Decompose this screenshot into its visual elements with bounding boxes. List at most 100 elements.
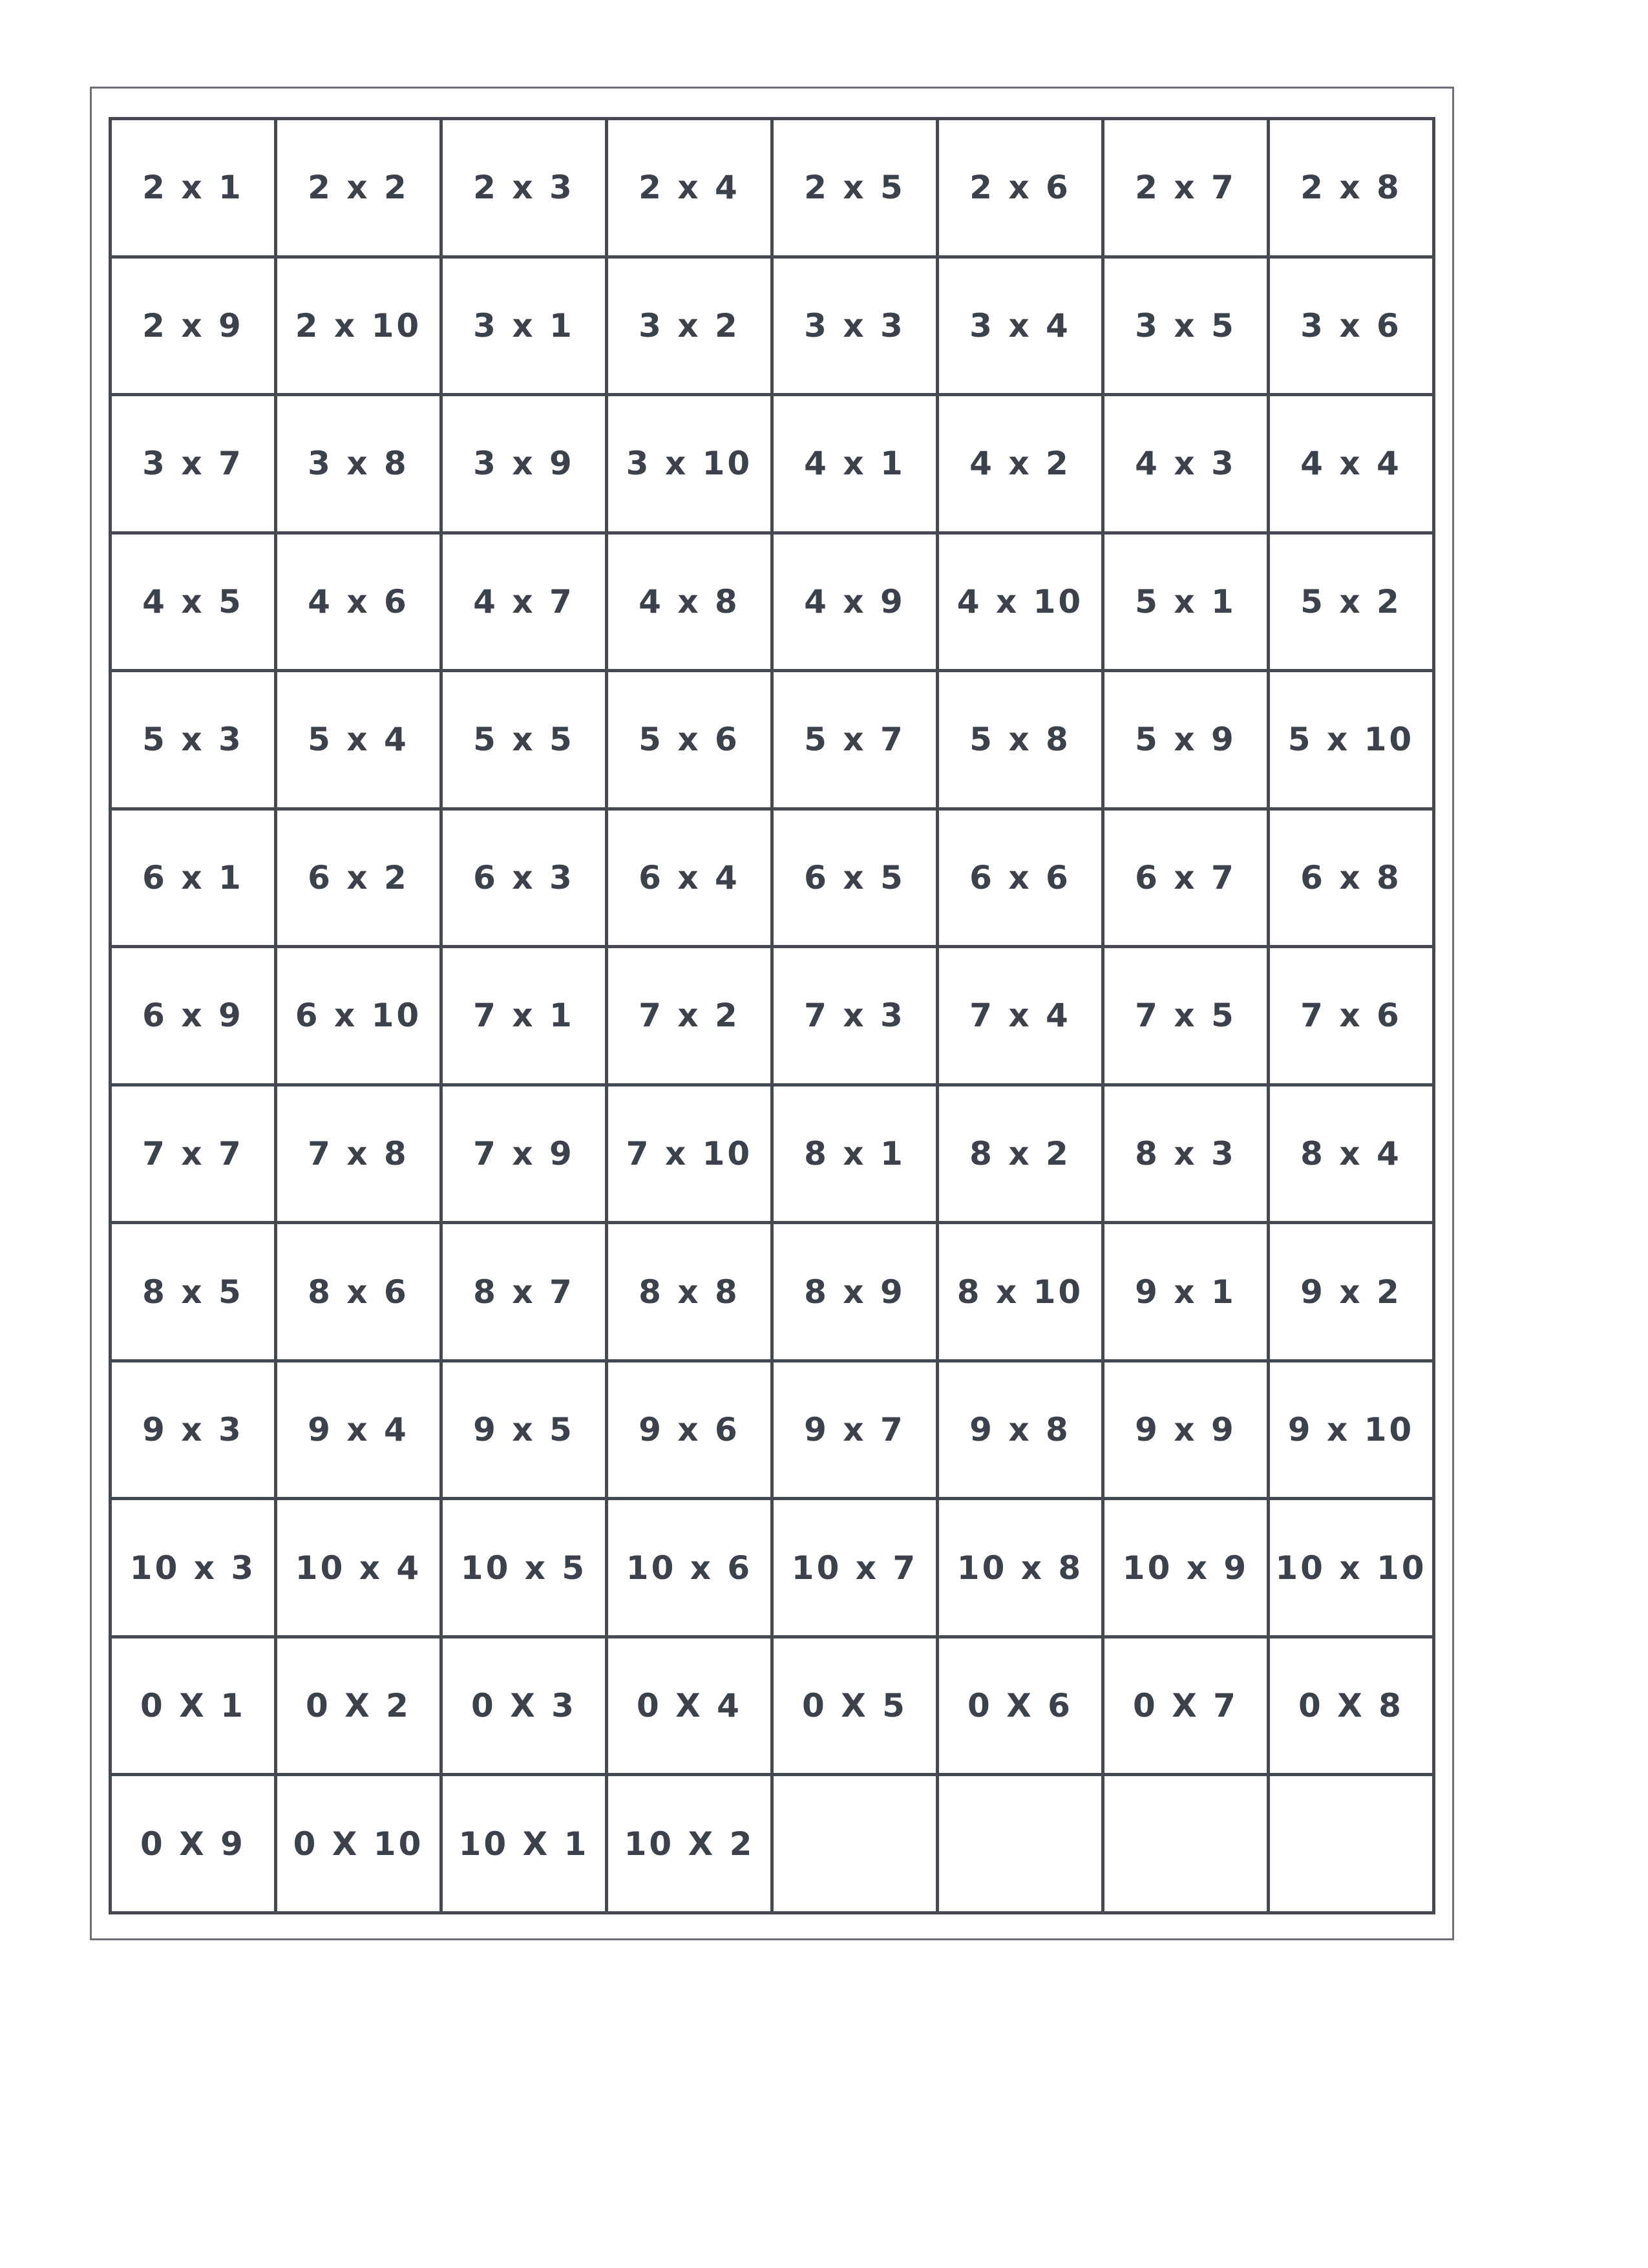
fact-cell: 0 X 7 bbox=[1101, 1635, 1270, 1777]
fact-cell: 5 x 9 bbox=[1101, 669, 1270, 811]
page-border-frame bbox=[90, 87, 1454, 1940]
fact-cell: 0 X 9 bbox=[109, 1773, 277, 1914]
fact-cell: 0 X 8 bbox=[1267, 1635, 1435, 1777]
fact-cell: 7 x 5 bbox=[1101, 945, 1270, 1086]
fact-cell: 9 x 3 bbox=[109, 1359, 277, 1501]
fact-cell: 9 x 7 bbox=[770, 1359, 939, 1501]
fact-cell: 9 x 10 bbox=[1267, 1359, 1435, 1501]
fact-cell: 7 x 4 bbox=[936, 945, 1104, 1086]
fact-cell: 4 x 5 bbox=[109, 531, 277, 673]
fact-cell: 6 x 8 bbox=[1267, 807, 1435, 949]
fact-cell: 2 x 6 bbox=[936, 117, 1104, 259]
fact-cell: 8 x 9 bbox=[770, 1221, 939, 1362]
fact-cell: 3 x 3 bbox=[770, 255, 939, 397]
fact-cell: 5 x 8 bbox=[936, 669, 1104, 811]
fact-cell: 0 X 6 bbox=[936, 1635, 1104, 1777]
fact-cell: 0 X 3 bbox=[439, 1635, 608, 1777]
fact-cell: 7 x 2 bbox=[605, 945, 774, 1086]
fact-cell: 10 x 9 bbox=[1101, 1497, 1270, 1638]
fact-cell: 3 x 10 bbox=[605, 393, 774, 535]
fact-cell: 8 x 10 bbox=[936, 1221, 1104, 1362]
fact-cell: 10 x 5 bbox=[439, 1497, 608, 1638]
fact-cell: 4 x 7 bbox=[439, 531, 608, 673]
fact-cell: 3 x 5 bbox=[1101, 255, 1270, 397]
fact-cell: 5 x 10 bbox=[1267, 669, 1435, 811]
fact-cell: 0 X 4 bbox=[605, 1635, 774, 1777]
fact-cell: 3 x 1 bbox=[439, 255, 608, 397]
fact-cell: 5 x 2 bbox=[1267, 531, 1435, 673]
fact-cell: 9 x 1 bbox=[1101, 1221, 1270, 1362]
fact-cell: 10 x 6 bbox=[605, 1497, 774, 1638]
fact-cell: 6 x 7 bbox=[1101, 807, 1270, 949]
empty-cell bbox=[1267, 1773, 1435, 1914]
fact-cell: 3 x 4 bbox=[936, 255, 1104, 397]
fact-cell: 9 x 6 bbox=[605, 1359, 774, 1501]
fact-cell: 2 x 2 bbox=[274, 117, 443, 259]
fact-cell: 5 x 3 bbox=[109, 669, 277, 811]
fact-cell: 7 x 1 bbox=[439, 945, 608, 1086]
fact-cell: 0 X 5 bbox=[770, 1635, 939, 1777]
fact-cell: 3 x 8 bbox=[274, 393, 443, 535]
fact-cell: 0 X 1 bbox=[109, 1635, 277, 1777]
fact-cell: 10 x 10 bbox=[1267, 1497, 1435, 1638]
fact-cell: 4 x 4 bbox=[1267, 393, 1435, 535]
fact-cell: 8 x 7 bbox=[439, 1221, 608, 1362]
fact-cell: 10 x 3 bbox=[109, 1497, 277, 1638]
fact-cell: 7 x 3 bbox=[770, 945, 939, 1086]
fact-cell: 8 x 4 bbox=[1267, 1083, 1435, 1225]
fact-cell: 8 x 6 bbox=[274, 1221, 443, 1362]
fact-cell: 4 x 8 bbox=[605, 531, 774, 673]
fact-cell: 3 x 7 bbox=[109, 393, 277, 535]
empty-cell bbox=[770, 1773, 939, 1914]
fact-cell: 5 x 6 bbox=[605, 669, 774, 811]
fact-cell: 2 x 5 bbox=[770, 117, 939, 259]
fact-cell: 5 x 4 bbox=[274, 669, 443, 811]
fact-cell: 6 x 3 bbox=[439, 807, 608, 949]
grid-row: 10 x 3 10 x 4 10 x 5 10 x 6 10 x 7 10 x 8 10 x… bbox=[109, 1497, 1435, 1638]
fact-cell: 5 x 5 bbox=[439, 669, 608, 811]
fact-cell: 10 x 8 bbox=[936, 1497, 1104, 1638]
fact-cell: 2 x 4 bbox=[605, 117, 774, 259]
fact-cell: 4 x 3 bbox=[1101, 393, 1270, 535]
fact-cell: 7 x 7 bbox=[109, 1083, 277, 1225]
fact-cell: 2 x 8 bbox=[1267, 117, 1435, 259]
fact-cell: 6 x 2 bbox=[274, 807, 443, 949]
fact-cell: 2 x 3 bbox=[439, 117, 608, 259]
fact-cell: 3 x 2 bbox=[605, 255, 774, 397]
fact-cell: 4 x 9 bbox=[770, 531, 939, 673]
fact-cell: 6 x 1 bbox=[109, 807, 277, 949]
fact-cell: 8 x 1 bbox=[770, 1083, 939, 1225]
fact-cell: 8 x 5 bbox=[109, 1221, 277, 1362]
fact-cell: 10 x 4 bbox=[274, 1497, 443, 1638]
fact-cell: 2 x 10 bbox=[274, 255, 443, 397]
fact-cell: 7 x 6 bbox=[1267, 945, 1435, 1086]
fact-cell: 9 x 9 bbox=[1101, 1359, 1270, 1501]
fact-cell: 6 x 6 bbox=[936, 807, 1104, 949]
fact-cell: 6 x 10 bbox=[274, 945, 443, 1086]
fact-cell: 6 x 9 bbox=[109, 945, 277, 1086]
empty-cell bbox=[936, 1773, 1104, 1914]
fact-cell: 4 x 2 bbox=[936, 393, 1104, 535]
fact-cell: 5 x 7 bbox=[770, 669, 939, 811]
fact-cell: 2 x 1 bbox=[109, 117, 277, 259]
fact-cell: 10 X 1 bbox=[439, 1773, 608, 1914]
fact-cell: 4 x 6 bbox=[274, 531, 443, 673]
fact-cell: 6 x 5 bbox=[770, 807, 939, 949]
fact-cell: 3 x 9 bbox=[439, 393, 608, 535]
fact-cell: 3 x 6 bbox=[1267, 255, 1435, 397]
fact-cell: 6 x 4 bbox=[605, 807, 774, 949]
fact-cell: 8 x 2 bbox=[936, 1083, 1104, 1225]
fact-cell: 4 x 1 bbox=[770, 393, 939, 535]
fact-cell: 9 x 8 bbox=[936, 1359, 1104, 1501]
fact-cell: 0 X 10 bbox=[274, 1773, 443, 1914]
